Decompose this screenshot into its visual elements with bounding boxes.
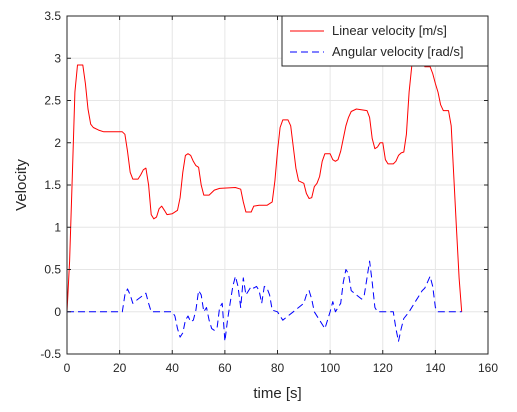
x-tick-label: 20 [113, 361, 127, 375]
x-tick-label: 80 [271, 361, 285, 375]
legend-label-linear: Linear velocity [m/s] [332, 23, 447, 38]
x-tick-label: 160 [478, 361, 498, 375]
y-tick-label: 3.5 [44, 9, 61, 23]
y-tick-label: 1 [54, 220, 61, 234]
x-tick-label: 0 [64, 361, 71, 375]
angular-velocity-series [67, 260, 462, 342]
y-tick-label: 0.5 [44, 263, 61, 277]
legend-label-angular: Angular velocity [rad/s] [332, 44, 464, 59]
y-tick-label: -0.5 [40, 347, 61, 361]
y-tick-label: 0 [54, 305, 61, 319]
x-tick-labels: 0 20 40 60 80 100 120 140 160 [64, 361, 499, 375]
x-tick-label: 40 [166, 361, 180, 375]
y-tick-label: 2.5 [44, 94, 61, 108]
y-axis-label: Velocity [13, 159, 30, 211]
x-tick-label: 140 [425, 361, 445, 375]
x-tick-label: 120 [373, 361, 393, 375]
linear-velocity-series [66, 42, 463, 312]
x-tick-label: 100 [320, 361, 340, 375]
y-tick-labels: -0.5 0 0.5 1 1.5 2 2.5 3 3.5 [40, 9, 61, 361]
y-tick-label: 2 [54, 136, 61, 150]
y-tick-label: 3 [54, 51, 61, 65]
plot-area [66, 42, 463, 342]
x-axis-label: time [s] [253, 385, 301, 402]
legend: Linear velocity [m/s] Angular velocity [… [281, 15, 489, 67]
y-tick-label: 1.5 [44, 178, 61, 192]
legend-box [281, 15, 489, 67]
x-tick-label: 60 [218, 361, 232, 375]
